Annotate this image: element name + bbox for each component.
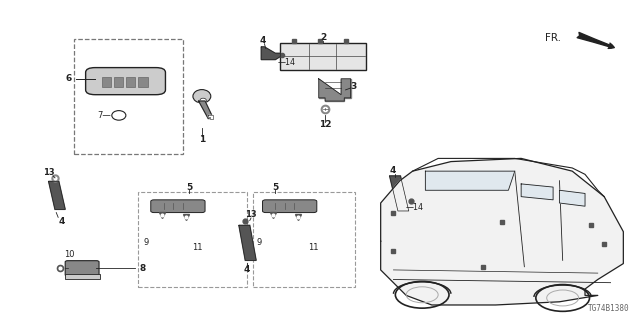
Bar — [114, 77, 124, 87]
Bar — [138, 77, 148, 87]
Polygon shape — [381, 158, 623, 305]
FancyBboxPatch shape — [262, 200, 317, 212]
Text: 4: 4 — [58, 217, 65, 226]
Polygon shape — [208, 116, 213, 119]
Text: 11: 11 — [308, 243, 319, 252]
Polygon shape — [261, 47, 280, 60]
Text: 4: 4 — [390, 166, 396, 175]
Text: —14: —14 — [278, 58, 296, 67]
Polygon shape — [390, 176, 409, 211]
Polygon shape — [521, 184, 553, 200]
Polygon shape — [559, 190, 585, 206]
Text: 8: 8 — [140, 264, 146, 273]
Ellipse shape — [200, 98, 206, 103]
Polygon shape — [198, 101, 213, 119]
Polygon shape — [49, 181, 65, 209]
Bar — [102, 77, 111, 87]
FancyBboxPatch shape — [65, 261, 99, 276]
Text: 9: 9 — [257, 238, 262, 247]
Text: TG74B1380: TG74B1380 — [588, 304, 630, 313]
Text: 6: 6 — [66, 74, 72, 83]
FancyBboxPatch shape — [151, 200, 205, 212]
Bar — [253, 192, 355, 287]
Text: 2: 2 — [320, 33, 326, 42]
Text: 10: 10 — [64, 250, 74, 259]
Text: 9: 9 — [143, 238, 149, 247]
Text: 11: 11 — [192, 243, 203, 252]
Text: 1: 1 — [199, 135, 205, 144]
Text: 4: 4 — [259, 36, 266, 45]
Bar — [138, 192, 246, 287]
Text: 12: 12 — [319, 120, 332, 130]
Text: 13: 13 — [43, 168, 54, 177]
FancyBboxPatch shape — [86, 68, 166, 95]
Text: FR.: FR. — [545, 33, 561, 43]
Text: 5: 5 — [272, 183, 278, 192]
Text: 5: 5 — [186, 183, 192, 192]
Text: 13: 13 — [245, 210, 257, 219]
Polygon shape — [426, 171, 515, 190]
Polygon shape — [239, 225, 256, 260]
Bar — [126, 77, 136, 87]
Text: 4: 4 — [243, 265, 250, 275]
FancyBboxPatch shape — [280, 43, 366, 70]
Text: 3: 3 — [351, 82, 357, 91]
Polygon shape — [319, 79, 351, 101]
Bar — [74, 39, 182, 154]
Text: 7—: 7— — [97, 111, 111, 120]
Bar — [65, 274, 100, 279]
Ellipse shape — [193, 90, 211, 103]
Text: —14: —14 — [406, 203, 424, 212]
